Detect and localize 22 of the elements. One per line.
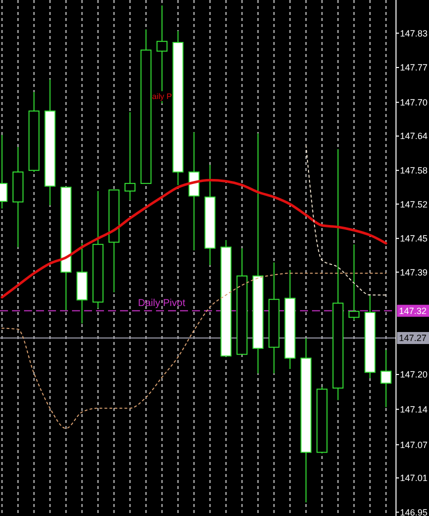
y-tick-label: 147.39 (400, 267, 428, 278)
ref-line-label: Daily Pivot (138, 298, 186, 309)
line-series (0, 178, 388, 298)
y-tick-label: 147.07 (400, 440, 428, 450)
annotation: 147.27 (399, 333, 427, 344)
y-tick-label: 147.45 (400, 234, 428, 244)
y-tick-label: 147.83 (400, 28, 428, 38)
y-tick-label: 147.52 (400, 199, 428, 210)
candlestick (124, 112, 136, 201)
y-tick-label: 146.95 (400, 507, 428, 516)
y-tick-label: 147.58 (400, 166, 428, 176)
annotation: 147.32 (399, 306, 427, 316)
y-tick-label: 147.77 (400, 62, 428, 73)
line-series (306, 144, 386, 296)
annotation: aily P (152, 92, 172, 102)
candlestick (348, 244, 360, 321)
y-tick-label: 147.70 (400, 97, 428, 108)
y-tick-label: 147.64 (400, 131, 428, 142)
y-tick-label: 147.14 (400, 404, 428, 414)
y-tick-label: 147.20 (400, 370, 428, 380)
y-tick-label: 147.01 (400, 473, 428, 484)
line-series (2, 272, 386, 429)
